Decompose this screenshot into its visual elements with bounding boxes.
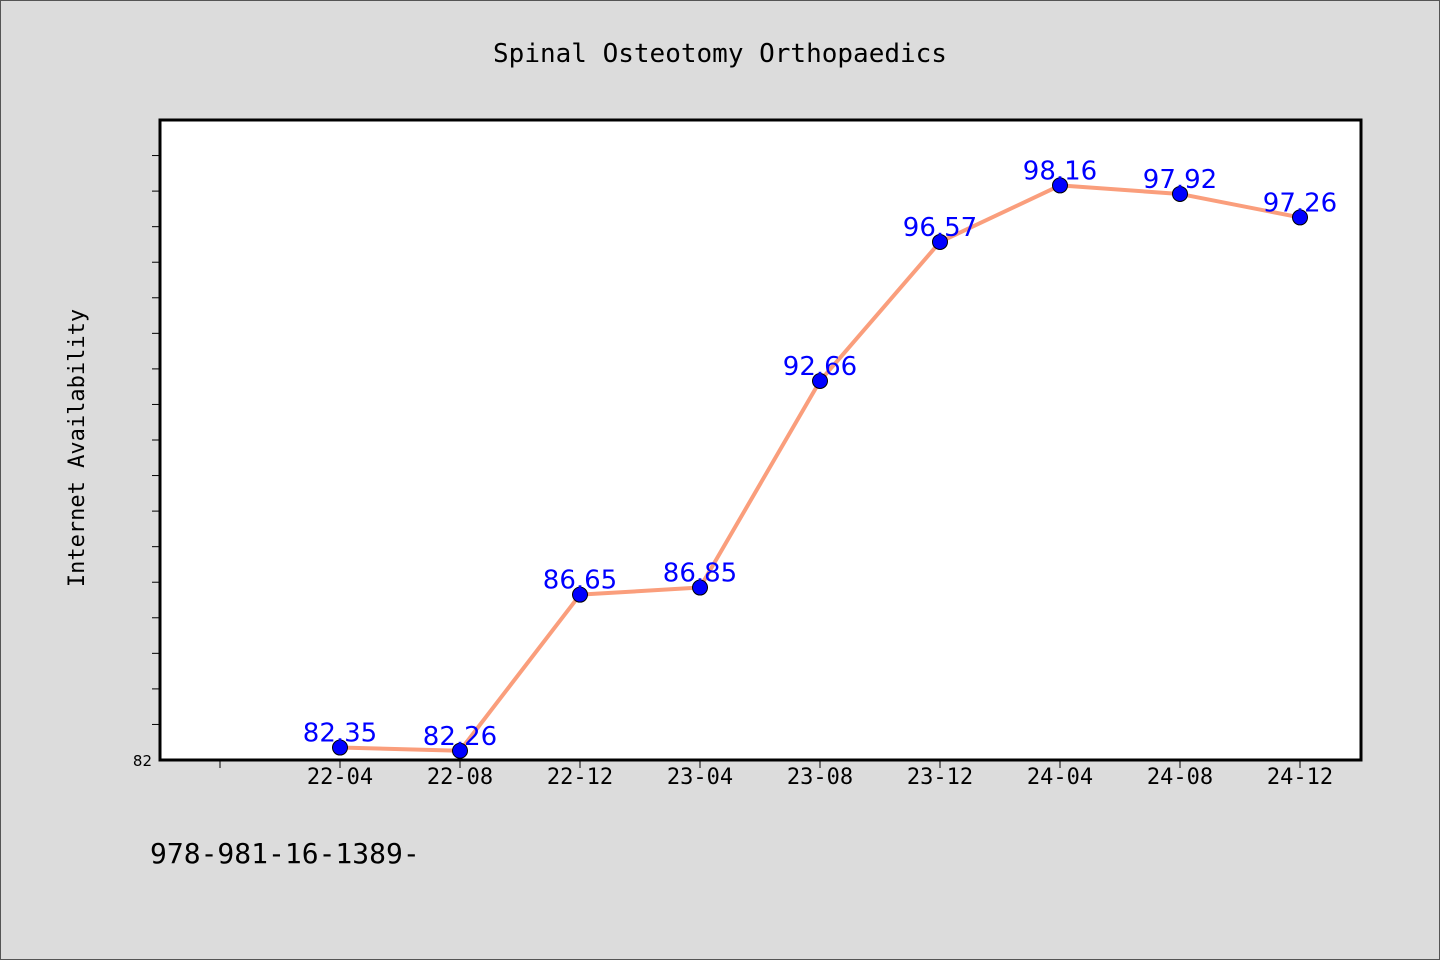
- x-tick-label: 23-12: [907, 765, 973, 790]
- y-axis-ticks: [152, 155, 160, 725]
- data-label: 96.57: [903, 213, 977, 243]
- chart-title: Spinal Osteotomy Orthopaedics: [493, 39, 947, 69]
- data-label: 92.66: [783, 352, 857, 382]
- x-tick-label: 22-12: [547, 765, 613, 790]
- x-axis-ticks: 22-04 22-08 22-12 23-04 23-08 23-12 24-04 24-08…: [219, 760, 1333, 790]
- markers-group: [332, 177, 1308, 759]
- data-label: 86.85: [663, 559, 737, 589]
- data-label: 98.16: [1023, 156, 1097, 186]
- x-tick-label: 24-08: [1147, 765, 1213, 790]
- data-point: [332, 739, 348, 756]
- data-point: [692, 579, 708, 596]
- y-axis-min-label: 82: [133, 752, 152, 770]
- x-tick-label: 23-08: [787, 765, 853, 790]
- data-point: [1292, 209, 1308, 226]
- x-tick-label: 22-04: [307, 765, 373, 790]
- data-label: 86.65: [543, 566, 617, 596]
- data-label: 97.26: [1263, 188, 1337, 218]
- data-point: [452, 742, 468, 759]
- x-tick-label: 24-04: [1027, 765, 1093, 790]
- data-label: 82.35: [303, 719, 377, 749]
- data-point: [1172, 185, 1188, 202]
- x-tick-label: 23-04: [667, 765, 733, 790]
- x-tick-label: 24-12: [1267, 765, 1333, 790]
- footer-text: 978-981-16-1389-: [150, 837, 420, 870]
- data-point: [572, 586, 588, 603]
- data-point: [812, 372, 828, 389]
- data-point: [932, 233, 948, 250]
- data-point: [1052, 177, 1068, 194]
- data-label: 82.26: [423, 722, 497, 752]
- y-axis-label: Internet Availability: [65, 309, 90, 587]
- data-label: 97.92: [1143, 165, 1217, 195]
- data-labels-group: 82.35 82.26 86.65 86.85 92.66 96.57 98.16 97.92…: [303, 156, 1337, 751]
- plot-area: [158, 118, 1363, 762]
- x-tick-label: 22-08: [427, 765, 493, 790]
